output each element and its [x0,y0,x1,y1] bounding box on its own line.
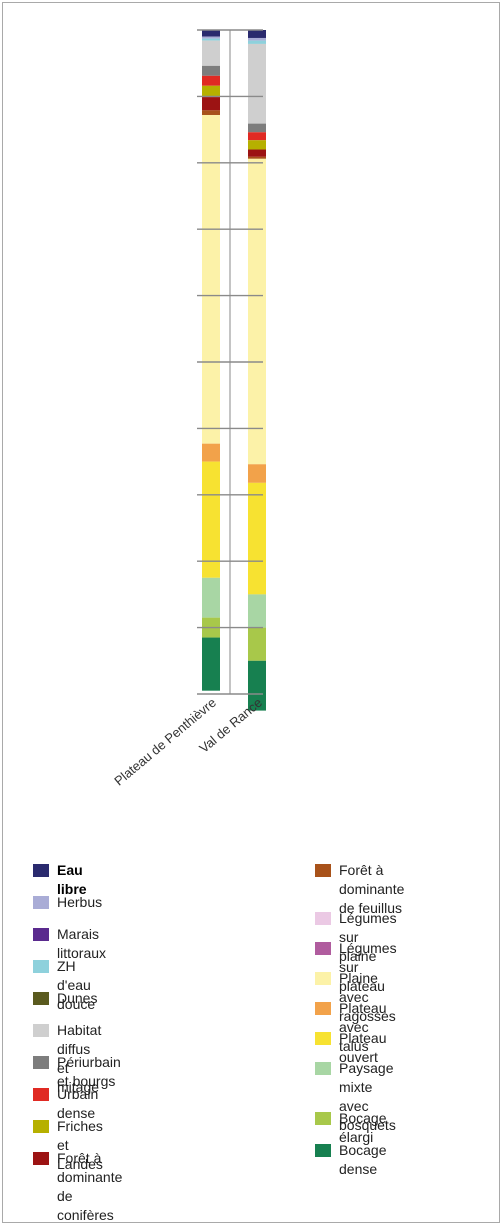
bar-segment [202,443,220,462]
legend-swatch [33,896,49,909]
legend-label: Bocage élargi [339,1110,387,1145]
bar-segment [248,482,266,595]
bar-segment [202,85,220,98]
legend-swatch [315,942,331,955]
legend-swatch [33,1056,49,1069]
bar-segment [248,158,266,465]
bar-segment [202,40,220,66]
legend-swatch [33,864,49,877]
bar-segment [248,149,266,157]
bar-segment [202,97,220,111]
legend-swatch [33,1024,49,1037]
bar-segment [202,577,220,618]
legend-swatch [315,1032,331,1045]
legend-label: Forêt à dominante de conifères [57,1150,123,1223]
bar-segment [248,156,266,159]
bar-segment [248,627,266,661]
bar-segment [202,65,220,76]
legend-label: Friches et Landes [57,1118,103,1172]
legend-label: Marais littoraux [57,926,107,961]
bar-segment [248,660,266,711]
legend-label: Plateau ouvert [339,1030,387,1065]
legend-swatch [315,1062,331,1075]
legend-swatch [315,1144,331,1157]
legend-label: Forêt à dominante de feuillus [339,862,405,916]
legend-swatch [33,1120,49,1133]
legend-swatch [33,992,49,1005]
legend-swatch [33,1088,49,1101]
legend-label: Herbus [57,894,103,910]
bar-segment [248,43,266,124]
bar-segment [202,461,220,578]
legend-label: Paysage mixte avec bosquets [339,1060,396,1133]
legend-swatch [33,960,49,973]
bar-segment [202,75,220,86]
legend-label: Eau libre [57,862,87,897]
bar-segment [248,37,266,41]
bar-segment [202,110,220,115]
legend-label: Dunes [57,990,98,1006]
legend-label: Bocage dense [339,1142,387,1177]
legend-label: Habitat diffus et mitage [57,1022,102,1095]
legend-label: Urbain dense [57,1086,99,1121]
legend-label: Légumes sur plateau [339,940,397,994]
legend-label: Périurbain et bourgs [57,1054,121,1089]
bar-segment [202,36,220,39]
bar-segment [202,38,220,41]
bar-segment [248,140,266,150]
bar-segment [248,40,266,44]
bar-segment [202,30,220,37]
legend-swatch [33,1152,49,1165]
legend-swatch [315,972,331,985]
legend-swatch [315,1002,331,1015]
legend-label: Légumes sur plaine [339,910,397,964]
bar-segment [202,637,220,691]
legend-swatch [315,912,331,925]
legend-label: Plateau avec talus [339,1000,387,1054]
bar-segment [248,594,266,628]
bar-segment [248,123,266,133]
legend-label: Plaine avec ragosses [339,970,396,1024]
legend-swatch [315,864,331,877]
legend-swatch [33,928,49,941]
legend-label: ZH d'eau douce [57,958,96,1012]
legend-swatch [315,1112,331,1125]
bar-segment [248,464,266,483]
bar-segment [202,114,220,444]
bar-segment [248,30,266,38]
legend: Eau libre Herbus Marais littoraux ZH d'e… [33,861,503,1223]
bar-segment [248,132,266,141]
